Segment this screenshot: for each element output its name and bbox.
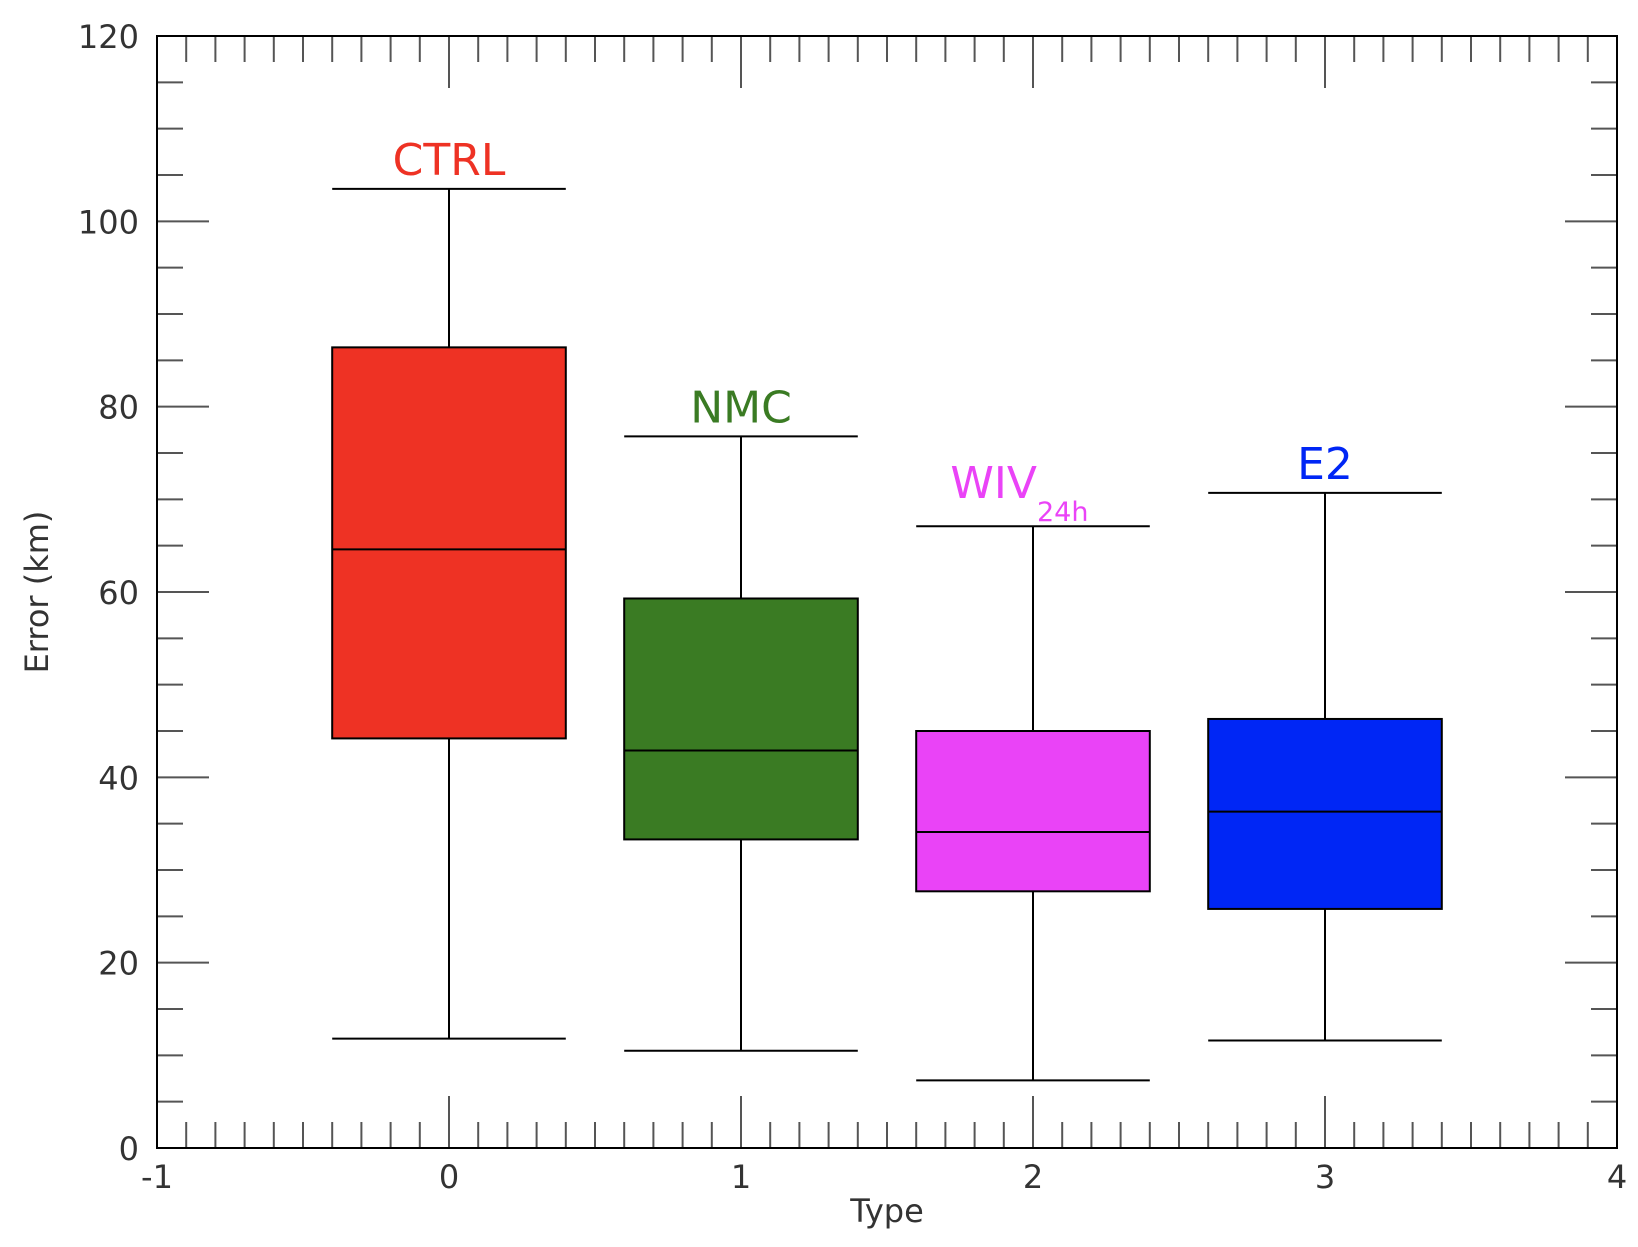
x-tick-label: -1 <box>141 1158 173 1196</box>
y-tick-label: 100 <box>78 203 139 241</box>
x-tick-label: 3 <box>1315 1158 1335 1196</box>
y-tick-label: 40 <box>98 759 139 797</box>
x-tick-label: 1 <box>731 1158 751 1196</box>
box-body <box>331 346 567 740</box>
box-label: E2 <box>1297 439 1353 490</box>
axis-ticks <box>157 36 1617 1148</box>
x-tick-label: 4 <box>1607 1158 1627 1196</box>
y-axis-title: Error (km) <box>18 511 56 674</box>
plot-frame <box>156 35 1618 1149</box>
y-tick-label: 20 <box>98 945 139 983</box>
box-body <box>1207 717 1443 910</box>
box-label-subscript: 24h <box>1037 497 1088 528</box>
box-label: CTRL <box>393 135 506 186</box>
box-nmc: NMC <box>623 382 859 1052</box>
y-tick-label: 60 <box>98 574 139 612</box>
box-label: WIV <box>950 458 1037 509</box>
y-tick-label: 80 <box>98 389 139 427</box>
x-axis-title: Type <box>849 1192 924 1230</box>
x-tick-label: 2 <box>1023 1158 1043 1196</box>
y-tick-label: 120 <box>78 18 139 56</box>
x-tick-label: 0 <box>439 1158 459 1196</box>
box-ctrl: CTRL <box>331 135 567 1040</box>
box-body <box>623 597 859 841</box>
y-tick-label: 0 <box>119 1130 139 1168</box>
box-body <box>915 730 1151 893</box>
box-e2: E2 <box>1207 439 1443 1042</box>
box-label: NMC <box>690 382 792 433</box>
